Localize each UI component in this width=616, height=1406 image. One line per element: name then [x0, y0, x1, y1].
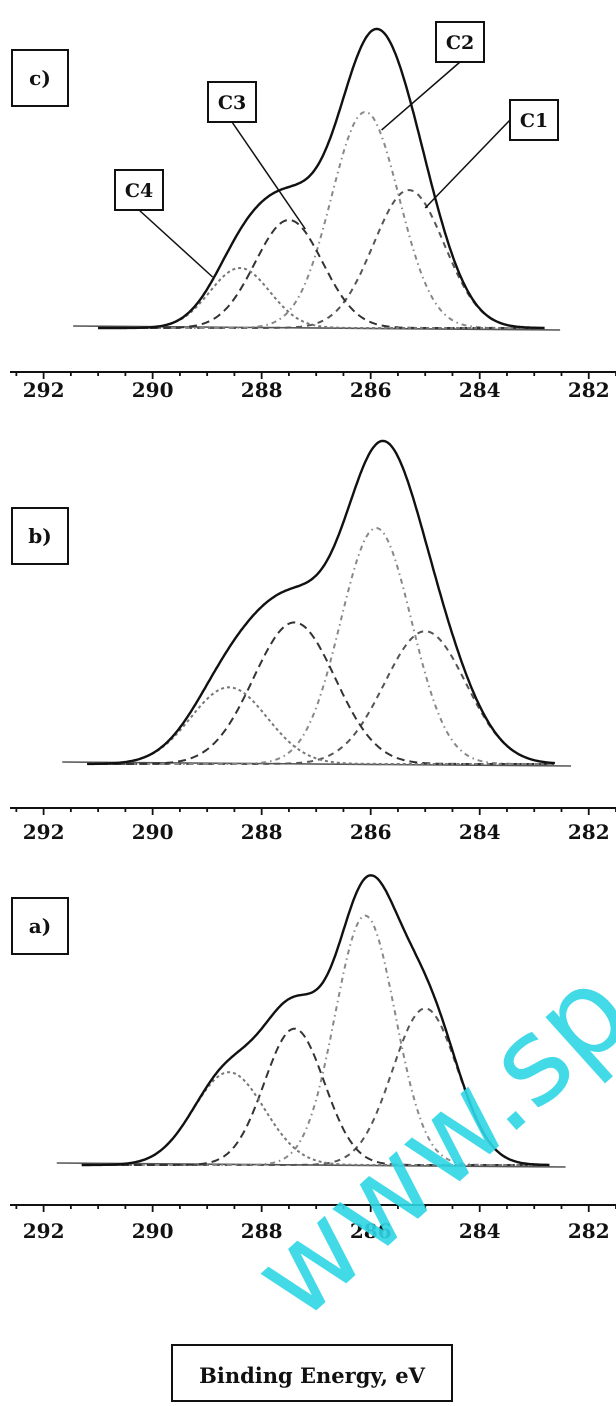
panel-a: a) 292 290 288 286 284 282	[10, 874, 616, 1243]
peak-c4	[87, 686, 554, 765]
panel-label: c)	[29, 66, 51, 90]
x-tick-label: 282	[568, 820, 610, 844]
peak-c2	[87, 527, 554, 765]
envelope-curve	[87, 439, 555, 766]
x-tick-label: 288	[241, 378, 283, 402]
annotation-label: C4	[125, 180, 153, 202]
panel-label-box	[11, 49, 69, 107]
annotation-box	[114, 169, 164, 211]
panel-c: c) 292 290 288 286 284 282 C4 C3 C2 C1	[10, 21, 616, 402]
x-tick-label: 292	[23, 820, 65, 844]
peak-c1	[87, 630, 554, 765]
x-tick-label: 288	[241, 1219, 283, 1243]
annotation-label: C1	[520, 110, 548, 132]
annotation-box	[509, 99, 559, 141]
panel-label: b)	[28, 524, 51, 548]
peak-c1	[81, 1007, 549, 1166]
panel-b: b) 292 290 288 286 284 282	[10, 439, 616, 844]
peak-c3	[87, 621, 554, 765]
annotation-label: C3	[218, 92, 246, 114]
annotation-c2: C2	[381, 21, 485, 131]
x-tick-label: 284	[459, 820, 501, 844]
annotation-c3: C3	[207, 81, 306, 230]
annotation-arrow	[381, 61, 461, 131]
annotation-arrow	[231, 121, 306, 230]
x-tick-label: 282	[568, 1219, 610, 1243]
baseline	[56, 1162, 566, 1168]
x-axis-label: Binding Energy, eV	[199, 1363, 425, 1388]
x-tick-label: 286	[350, 1219, 392, 1243]
annotation-box	[435, 21, 485, 63]
x-tick-label: 290	[132, 820, 174, 844]
annotation-c1: C1	[424, 99, 559, 209]
x-tick-label: 286	[350, 820, 392, 844]
x-tick-label: 292	[23, 378, 65, 402]
peak-c4	[98, 266, 543, 329]
annotation-label: C2	[446, 32, 474, 54]
xlabel-box	[171, 1344, 453, 1402]
annotation-arrow	[138, 209, 214, 278]
panel-label-box	[11, 507, 69, 565]
xlabel-group: Binding Energy, eV	[171, 1344, 453, 1402]
peak-c1	[98, 189, 543, 329]
envelope-curve	[81, 874, 550, 1167]
x-tick-label: 292	[23, 1219, 65, 1243]
peak-c2	[98, 111, 543, 329]
x-tick-label: 290	[132, 378, 174, 402]
envelope-curve	[98, 27, 545, 330]
annotation-c4: C4	[114, 169, 214, 278]
x-tick-label: 284	[459, 378, 501, 402]
annotation-arrow	[424, 119, 511, 209]
x-tick-label: 282	[568, 378, 610, 402]
x-tick-label: 286	[350, 378, 392, 402]
annotation-box	[207, 81, 257, 123]
x-tick-label: 290	[132, 1219, 174, 1243]
panels: c) 292 290 288 286 284 282 C4 C3 C2 C1 b) 292 290 288 2…	[10, 21, 616, 1243]
baseline	[62, 761, 572, 767]
x-tick-label: 288	[241, 820, 283, 844]
panel-label: a)	[29, 914, 51, 938]
panel-label-box	[11, 897, 69, 955]
x-tick-label: 284	[459, 1219, 501, 1243]
